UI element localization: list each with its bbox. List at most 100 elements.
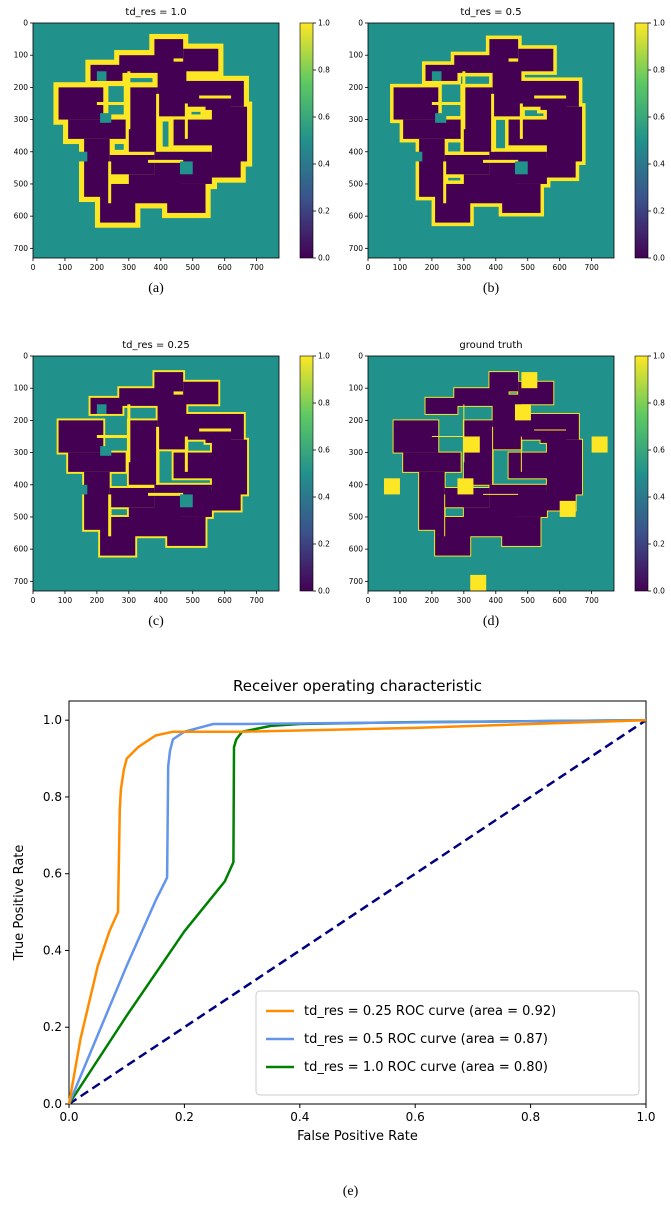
maze-hole [411, 151, 423, 162]
y-tick-label: 0 [23, 352, 28, 361]
roc-x-tick-label: 0.0 [59, 1110, 78, 1124]
x-tick-label: 0 [366, 596, 371, 605]
maze-hole [96, 404, 107, 414]
colorbar-tick-label: 0.8 [318, 66, 330, 75]
maze-path [58, 420, 104, 453]
roc-series-line-0 [67, 718, 647, 1105]
y-tick-label: 400 [14, 147, 29, 156]
maze-path [68, 119, 126, 139]
maze-path [173, 119, 219, 146]
colorbar [634, 22, 649, 259]
x-tick-label: 600 [553, 263, 568, 272]
maze-hole [431, 71, 442, 81]
maze-cell-yellow [521, 372, 538, 389]
maze-cell-yellow [383, 478, 400, 495]
y-tick-label: 0 [358, 352, 363, 361]
y-tick-label: 300 [14, 448, 29, 457]
maze-path [100, 516, 136, 556]
y-tick-label: 0 [23, 19, 28, 28]
y-tick-label: 300 [14, 115, 29, 124]
roc-y-axis-label: True Positive Rate [12, 845, 27, 962]
colorbar-tick-label: 0.8 [318, 399, 330, 408]
maze-group [390, 35, 586, 227]
panel-title: td_res = 0.25 [122, 340, 190, 351]
maze-path [183, 381, 219, 405]
roc-series-line-1 [67, 718, 647, 1105]
maze-path [502, 516, 541, 546]
y-tick-label: 300 [349, 115, 364, 124]
maze-path [463, 87, 493, 152]
panel-a: td_res = 1.0 0 100 200 300 400 500 600 700 0 100 20… [0, 0, 335, 300]
x-tick-label: 700 [584, 263, 599, 272]
roc-y-tick-label: 0.4 [43, 943, 62, 957]
maze-path [403, 452, 461, 472]
roc-y-tick-label: 0.6 [43, 867, 62, 881]
axes-frame [367, 355, 615, 592]
panel-b: td_res = 0.5 0 100 200 300 400 500 600 700 0 100 20… [335, 0, 671, 300]
colorbar-tick-label: 0.0 [318, 587, 330, 596]
colorbar-tick-label: 0.6 [318, 446, 330, 455]
roc-legend [255, 990, 640, 1096]
colorbar-tick-label: 1.0 [653, 19, 665, 28]
maze-path [518, 48, 554, 72]
roc-chance-diagonal [68, 719, 647, 1106]
panel-caption: (a) [148, 281, 164, 296]
x-tick-label: 400 [489, 263, 504, 272]
y-tick-label: 600 [14, 545, 29, 554]
colorbar-tick-label: 0.4 [653, 160, 665, 169]
colorbar-tick-label: 1.0 [318, 19, 330, 28]
maze-path [444, 154, 490, 175]
colorbar-tick-label: 0.2 [653, 540, 665, 549]
maze-path [100, 183, 136, 223]
maze-path [524, 158, 576, 178]
roc-x-tick-label: 1.0 [636, 1110, 655, 1124]
x-tick-label: 500 [521, 263, 536, 272]
panel-caption: (c) [148, 614, 164, 629]
y-tick-label: 0 [358, 19, 363, 28]
x-tick-label: 600 [218, 596, 233, 605]
maze-hole [435, 113, 447, 123]
panel-e: Receiver operating characteristic 0.0 0.2 0… [0, 665, 671, 1207]
legend-label-2: td_res = 1.0 ROC curve (area = 0.80) [304, 1060, 548, 1075]
maze-hole [514, 161, 528, 175]
axes-frame [367, 22, 615, 259]
panel-caption: (b) [483, 281, 500, 296]
x-tick-label: 300 [122, 596, 137, 605]
maze-path [189, 158, 241, 178]
maze-hole [100, 113, 112, 123]
maze-hole [100, 446, 112, 456]
y-tick-label: 700 [14, 577, 29, 586]
colorbar-tick-label: 0.2 [653, 207, 665, 216]
y-tick-label: 600 [14, 212, 29, 221]
colorbar-tick-label: 0.8 [653, 66, 665, 75]
x-tick-label: 200 [425, 263, 440, 272]
maze-hole [96, 71, 107, 81]
y-tick-label: 600 [349, 212, 364, 221]
legend-label-0: td_res = 0.25 ROC curve (area = 0.92) [304, 1004, 556, 1019]
maze-cell-yellow [470, 574, 487, 591]
x-tick-label: 200 [90, 263, 105, 272]
y-tick-label: 500 [349, 512, 364, 521]
panel-d: ground truth 0 100 200 300 400 500 600 700 0 100 20… [335, 333, 671, 633]
roc-y-tick-label: 1.0 [43, 713, 62, 727]
x-tick-label: 500 [521, 596, 536, 605]
heatmap-d: ground truth 0 100 200 300 400 500 600 700 0 100 20… [349, 340, 665, 629]
x-tick-label: 400 [154, 596, 169, 605]
maze-path [508, 452, 554, 479]
colorbar [299, 355, 314, 592]
colorbar-tick-label: 0.4 [653, 493, 665, 502]
maze-path [444, 487, 490, 508]
maze-path [435, 183, 471, 223]
y-tick-label: 100 [14, 51, 29, 60]
maze-cell-yellow [514, 404, 531, 421]
maze-group [383, 371, 608, 591]
y-tick-label: 300 [349, 448, 364, 457]
roc-caption: (e) [343, 1184, 359, 1199]
colorbar-tick-label: 0.6 [653, 113, 665, 122]
x-tick-label: 0 [31, 596, 36, 605]
x-tick-label: 0 [31, 263, 36, 272]
y-tick-label: 700 [349, 244, 364, 253]
x-tick-label: 100 [58, 263, 73, 272]
y-tick-label: 200 [14, 416, 29, 425]
colorbar [634, 355, 649, 592]
